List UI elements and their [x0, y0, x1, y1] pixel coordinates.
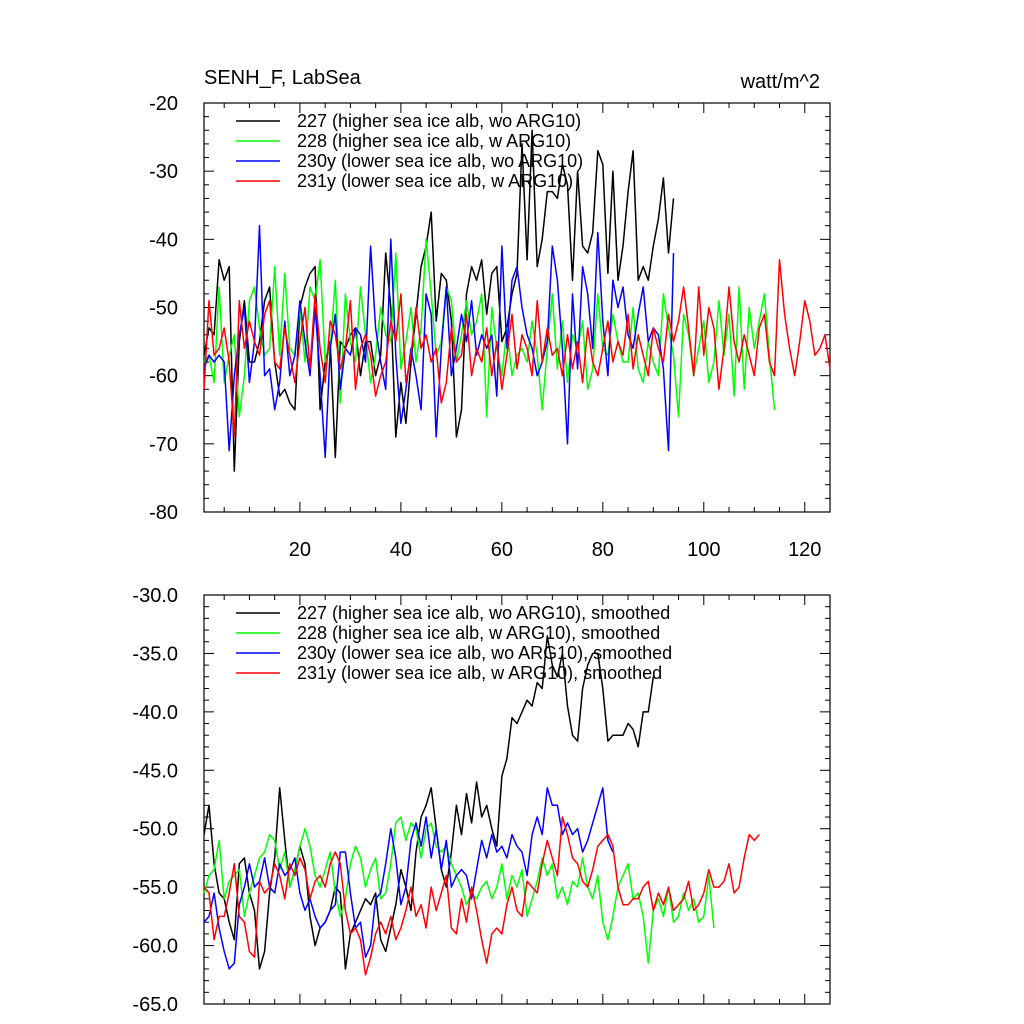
y-tick-label: -50: [149, 298, 178, 320]
series-line-3: [203, 787, 614, 970]
legend-label: 231y (lower sea ice alb, w ARG10), smoot…: [297, 663, 662, 683]
y-tick-label: -65.0: [132, 994, 178, 1016]
y-tick-label: -70: [149, 434, 178, 456]
series-group: [203, 635, 760, 976]
axis-ticks: -80 -70 -60 -50 -40 -30 -20 20 40 60 80 100 120: [149, 93, 830, 561]
series-line-4: [203, 816, 760, 976]
y-tick-label: -55.0: [132, 877, 178, 899]
y-tick-label: -40: [149, 229, 178, 251]
y-tick-label: -35.0: [132, 643, 178, 665]
x-tick-label: 100: [687, 539, 720, 561]
panel-bottom: -65.0 -60.0 -55.0 -50.0 -45.0 -40.0 -35.0 -30.0…: [132, 585, 831, 1016]
axis-ticks: -65.0 -60.0 -55.0 -50.0 -45.0 -40.0 -35.0 -30.0: [132, 585, 830, 1016]
legend: 227 (higher sea ice alb, wo ARG10), smoo…: [236, 603, 672, 683]
legend-label: 228 (higher sea ice alb, w ARG10): [297, 131, 571, 151]
x-tick-label: 60: [491, 539, 513, 561]
legend-label: 227 (higher sea ice alb, wo ARG10), smoo…: [297, 603, 670, 623]
legend-label: 230y (lower sea ice alb, wo ARG10), smoo…: [297, 643, 672, 663]
y-tick-label: -60.0: [132, 936, 178, 958]
x-tick-label: 40: [390, 539, 412, 561]
plot-frame: [203, 594, 831, 1005]
y-tick-label: -20: [149, 93, 178, 115]
y-tick-label: -40.0: [132, 702, 178, 724]
series-group: [203, 129, 831, 472]
y-tick-label: -30: [149, 161, 178, 183]
series-line-2: [203, 816, 715, 964]
units-label: watt/m^2: [740, 71, 820, 93]
y-tick-label: -80: [149, 502, 178, 524]
series-line-4: [203, 259, 831, 438]
legend: 227 (higher sea ice alb, wo ARG10)228 (h…: [236, 111, 583, 191]
x-tick-label: 120: [788, 539, 821, 561]
series-line-1: [203, 635, 655, 970]
x-tick-label: 20: [289, 539, 311, 561]
legend-label: 228 (higher sea ice alb, w ARG10), smoot…: [297, 623, 660, 643]
y-tick-label: -45.0: [132, 760, 178, 782]
y-tick-label: -50.0: [132, 819, 178, 841]
x-tick-label: 80: [592, 539, 614, 561]
legend-label: 230y (lower sea ice alb, wo ARG10): [297, 151, 583, 171]
y-tick-label: -60: [149, 366, 178, 388]
series-line-3: [203, 224, 675, 459]
series-line-1: [203, 129, 675, 472]
panel-top: SENH_F, LabSea watt/m^2 -80-70-60-50-40-…: [149, 67, 831, 561]
legend-label: 227 (higher sea ice alb, wo ARG10): [297, 111, 581, 131]
chart-title: SENH_F, LabSea: [204, 67, 362, 89]
y-tick-label: -30.0: [132, 585, 178, 607]
legend-label: 231y (lower sea ice alb, w ARG10): [297, 171, 573, 191]
